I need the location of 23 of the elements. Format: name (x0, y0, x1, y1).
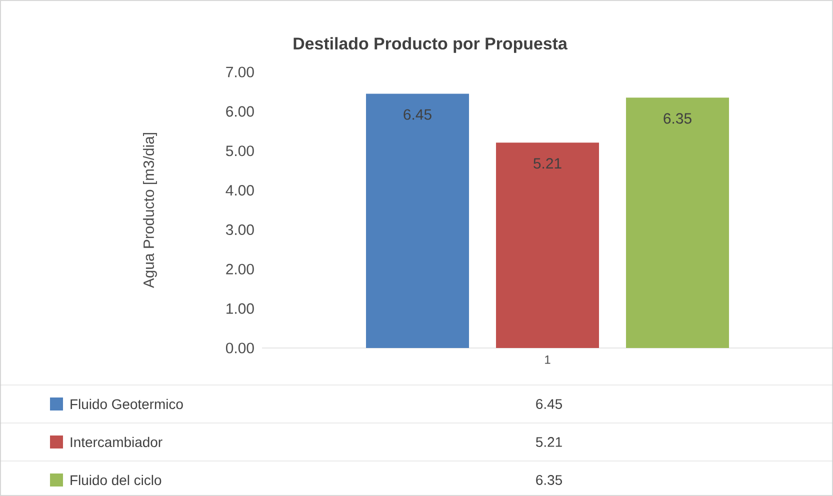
legend-label: Intercambiador (70, 436, 162, 448)
text: 6.35 (536, 475, 562, 485)
text: 6.45 (536, 399, 562, 409)
legend-label: Fluido del ciclo (70, 474, 162, 486)
y-tick-label: 2.00 (226, 264, 254, 274)
bar (626, 98, 730, 348)
y-tick-label: 7.00 (226, 66, 254, 78)
y-tick-label: 1.00 (226, 303, 254, 314)
y-tick-label: 3.00 (226, 224, 254, 236)
y-axis-title: Agua Producto [m3/dia] (143, 133, 157, 288)
data-label: 6.45 (404, 109, 432, 120)
chart-title: Destilado Producto por Propuesta (294, 37, 568, 53)
x-tick-label: 1 (545, 356, 550, 364)
bar (496, 142, 600, 348)
y-tick-label: 5.00 (226, 146, 254, 156)
y-tick-label: 6.00 (226, 106, 254, 117)
data-label: 6.35 (664, 113, 692, 124)
y-tick-label: 0.00 (226, 342, 254, 354)
text: 5.21 (536, 437, 562, 447)
legend-label: Fluido Geotermico (70, 398, 183, 410)
bar (366, 94, 470, 348)
data-label: 5.21 (534, 158, 562, 169)
y-tick-label: 4.00 (226, 185, 254, 196)
